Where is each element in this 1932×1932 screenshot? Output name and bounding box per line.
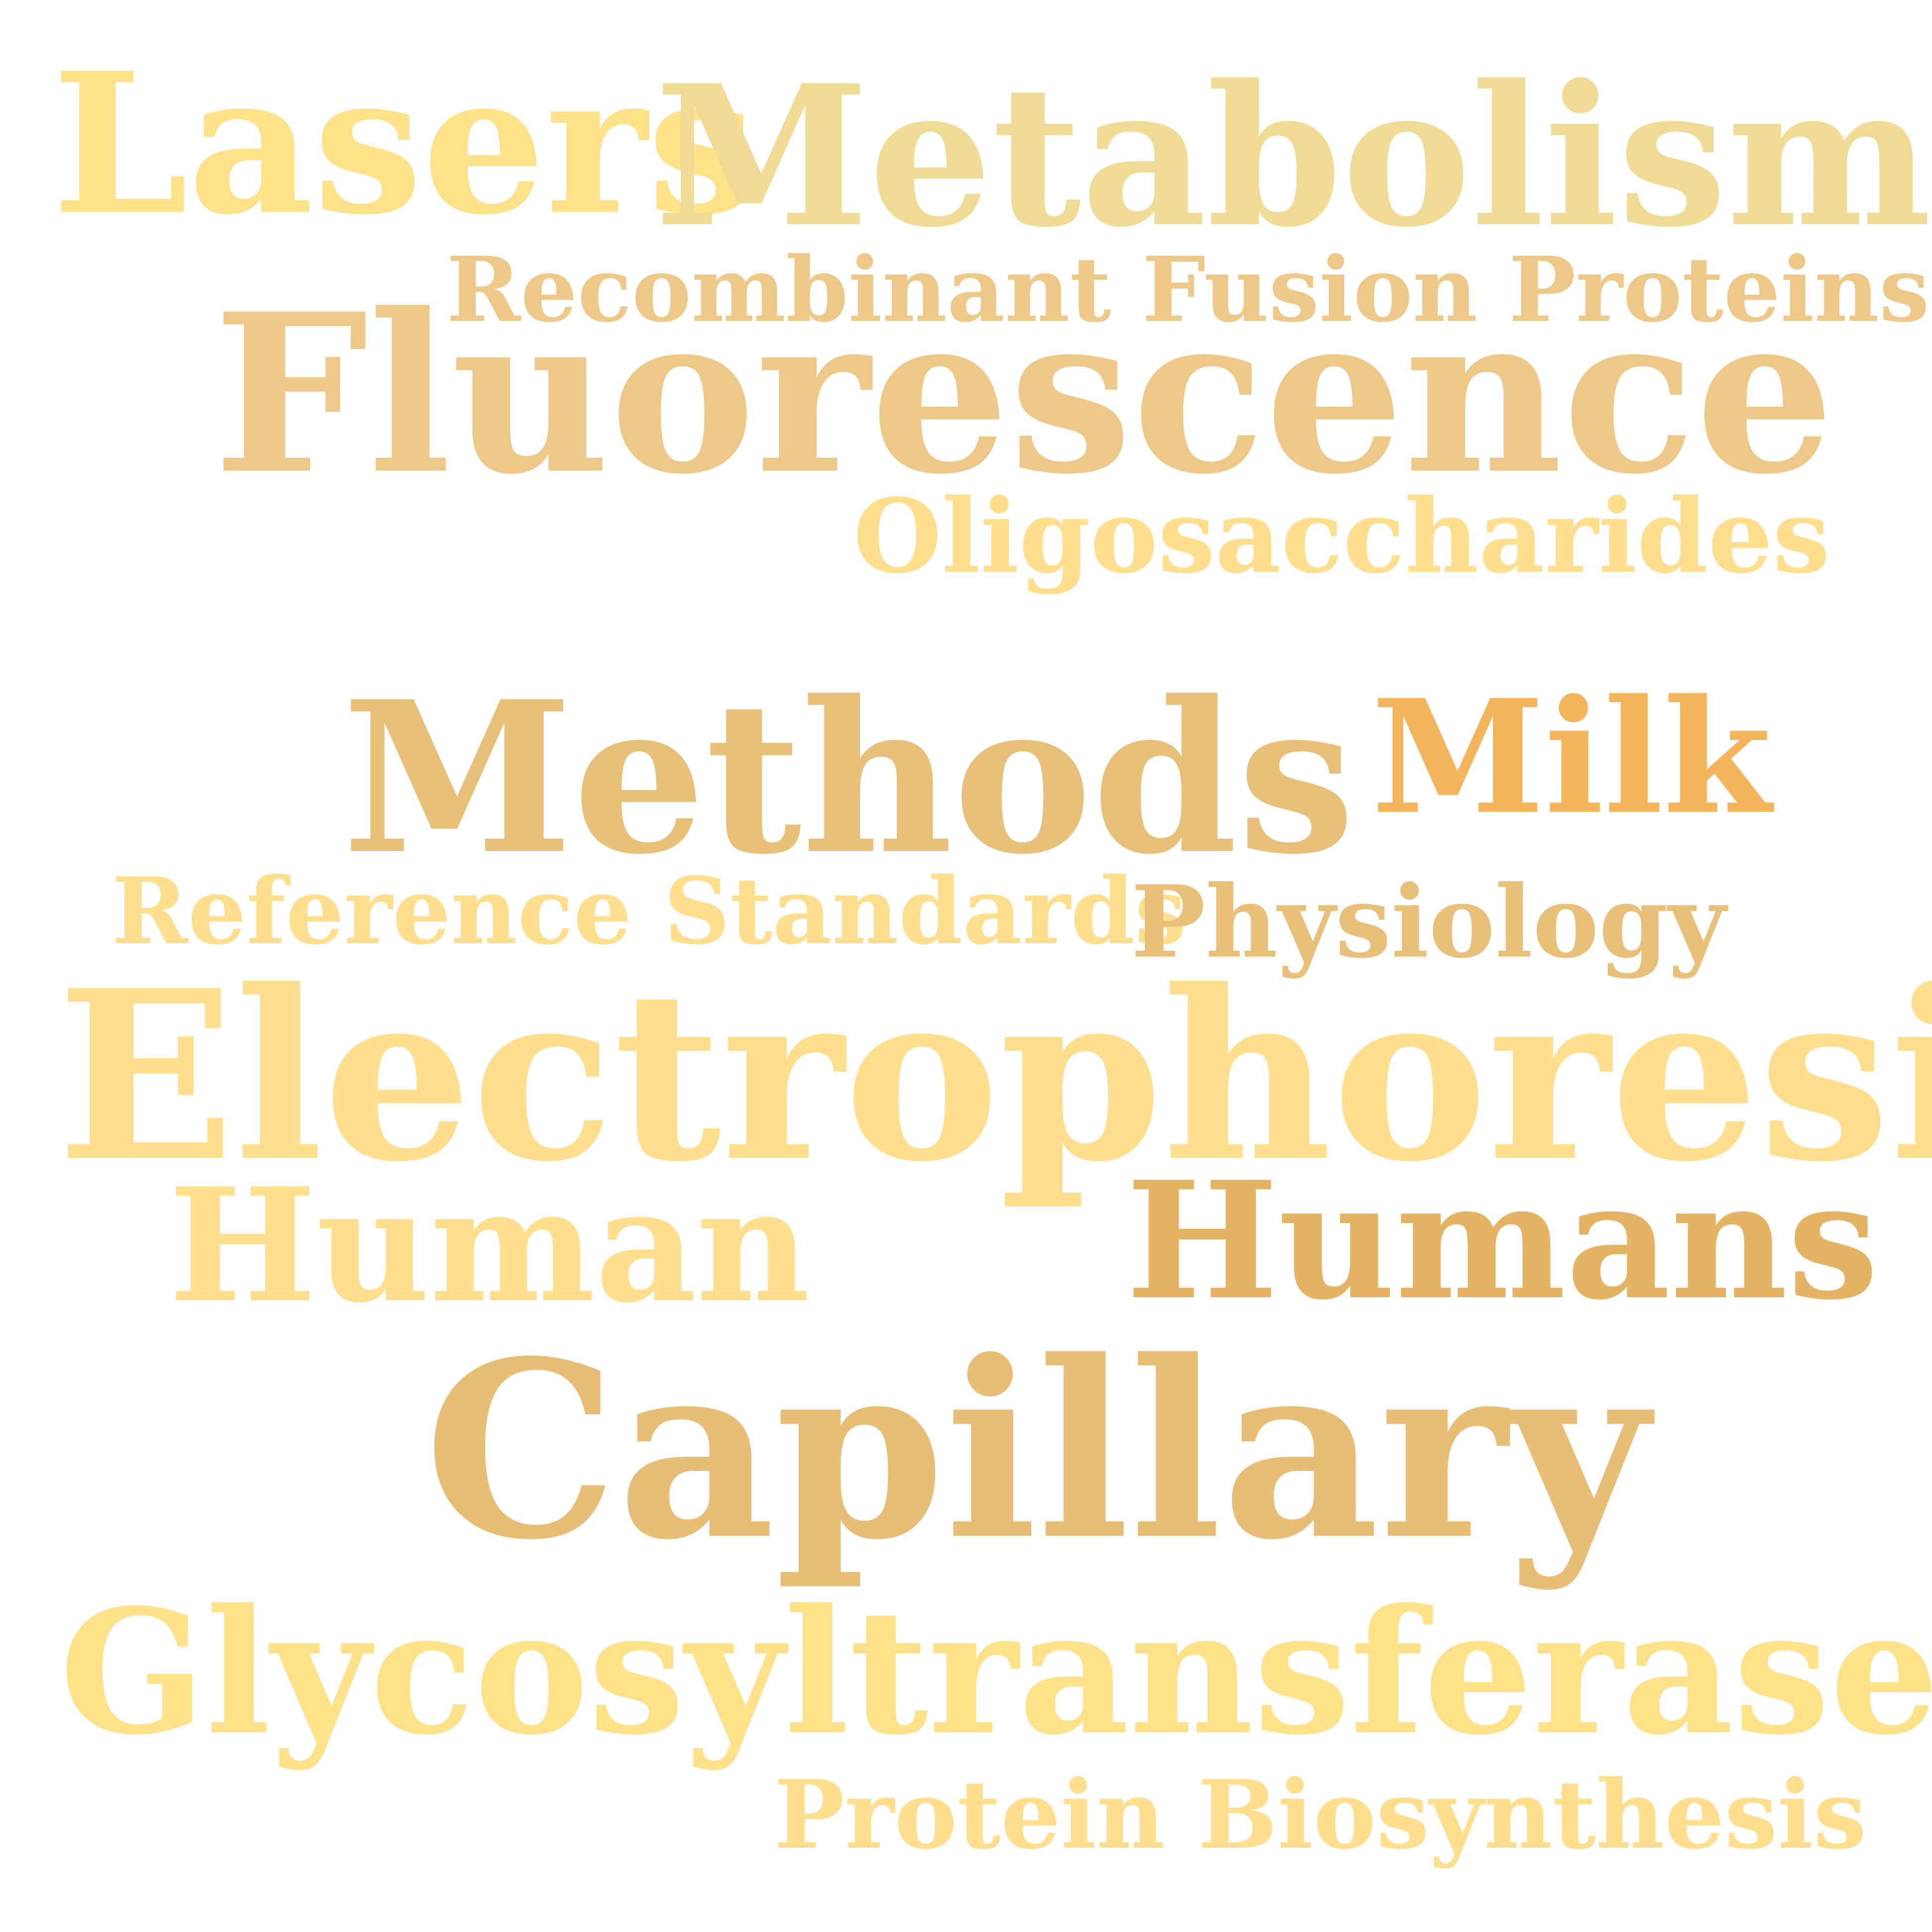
word-oligosaccharides: Oligosaccharides (853, 477, 1830, 596)
word-metabolism: Metabolism (655, 43, 1932, 270)
word-methods: Methods (342, 656, 1355, 901)
word-fluorescence: Fluorescence (213, 266, 1834, 522)
word-glycosyltransferases: Glycosyltransferases (60, 1572, 1932, 1773)
word-electrophoresis: Electrophoresis (57, 939, 1932, 1213)
word-capillary: Capillary (424, 1308, 1649, 1593)
word-milk: Milk (1371, 665, 1772, 849)
word-human: Human (169, 1154, 810, 1337)
word-lasers: Lasers (52, 30, 756, 257)
word-protein-biosynthesis: Protein Biosynthesis (774, 1759, 1867, 1870)
word-reference-standards: Reference Standards (112, 857, 1186, 965)
word-humans: Humans (1126, 1146, 1879, 1335)
word-physiology: Physiology (1131, 864, 1726, 980)
word-recombinant-fusion-proteins: Recombinant Fusion Proteins (446, 238, 1930, 342)
